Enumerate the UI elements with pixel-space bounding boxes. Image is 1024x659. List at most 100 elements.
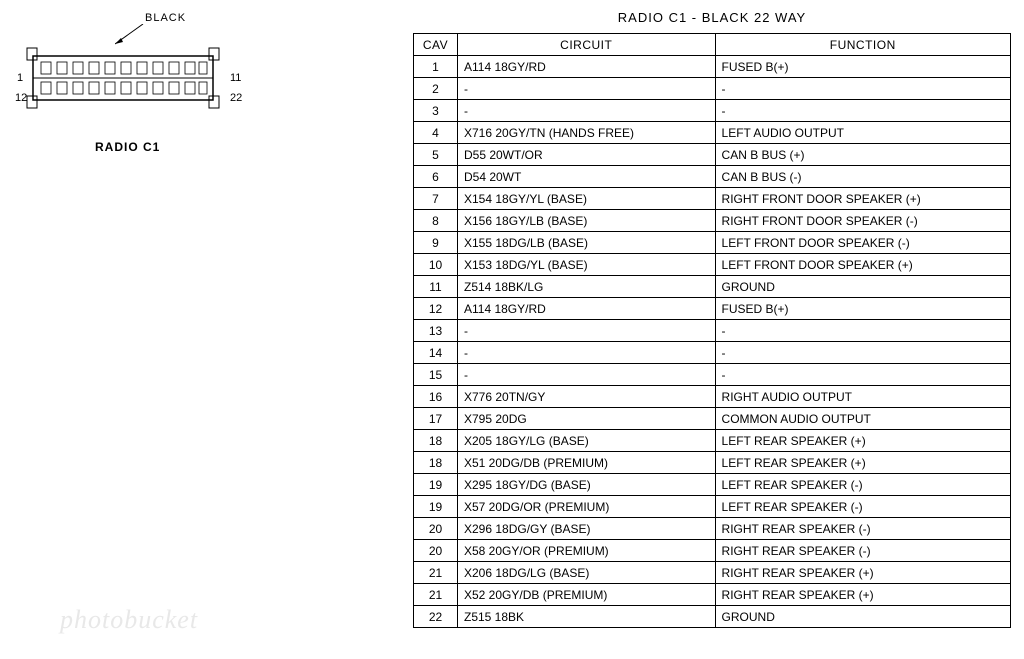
table-row: 8X156 18GY/LB (BASE)RIGHT FRONT DOOR SPE… bbox=[414, 210, 1011, 232]
cell-circuit: X296 18DG/GY (BASE) bbox=[457, 518, 715, 540]
connector-callout-label: BLACK bbox=[145, 12, 186, 24]
cell-function: RIGHT AUDIO OUTPUT bbox=[715, 386, 1010, 408]
pinout-table: CAV CIRCUIT FUNCTION 1A114 18GY/RDFUSED … bbox=[413, 33, 1011, 628]
cell-function: RIGHT FRONT DOOR SPEAKER (+) bbox=[715, 188, 1010, 210]
cell-cav: 10 bbox=[414, 254, 458, 276]
table-row: 16X776 20TN/GYRIGHT AUDIO OUTPUT bbox=[414, 386, 1011, 408]
table-row: 14-- bbox=[414, 342, 1011, 364]
cell-cav: 20 bbox=[414, 540, 458, 562]
cell-function: RIGHT REAR SPEAKER (-) bbox=[715, 518, 1010, 540]
cell-cav: 14 bbox=[414, 342, 458, 364]
table-row: 20X58 20GY/OR (PREMIUM)RIGHT REAR SPEAKE… bbox=[414, 540, 1011, 562]
cell-function: FUSED B(+) bbox=[715, 298, 1010, 320]
pinout-table-area: RADIO C1 - BLACK 22 WAY CAV CIRCUIT FUNC… bbox=[413, 10, 1011, 628]
table-row: 4X716 20GY/TN (HANDS FREE)LEFT AUDIO OUT… bbox=[414, 122, 1011, 144]
table-row: 20X296 18DG/GY (BASE)RIGHT REAR SPEAKER … bbox=[414, 518, 1011, 540]
pin-label-12: 12 bbox=[15, 92, 27, 104]
cell-cav: 18 bbox=[414, 430, 458, 452]
cell-function: LEFT FRONT DOOR SPEAKER (+) bbox=[715, 254, 1010, 276]
table-row: 1A114 18GY/RDFUSED B(+) bbox=[414, 56, 1011, 78]
table-row: 2-- bbox=[414, 78, 1011, 100]
table-header-row: CAV CIRCUIT FUNCTION bbox=[414, 34, 1011, 56]
col-header-circuit: CIRCUIT bbox=[457, 34, 715, 56]
table-row: 19X295 18GY/DG (BASE)LEFT REAR SPEAKER (… bbox=[414, 474, 1011, 496]
cell-cav: 19 bbox=[414, 496, 458, 518]
table-row: 12A114 18GY/RDFUSED B(+) bbox=[414, 298, 1011, 320]
cell-circuit: X716 20GY/TN (HANDS FREE) bbox=[457, 122, 715, 144]
pin-label-11: 11 bbox=[230, 72, 241, 84]
cell-function: - bbox=[715, 342, 1010, 364]
cell-cav: 3 bbox=[414, 100, 458, 122]
table-row: 10X153 18DG/YL (BASE)LEFT FRONT DOOR SPE… bbox=[414, 254, 1011, 276]
cell-function: RIGHT REAR SPEAKER (+) bbox=[715, 562, 1010, 584]
table-row: 21X52 20GY/DB (PREMIUM)RIGHT REAR SPEAKE… bbox=[414, 584, 1011, 606]
cell-function: LEFT AUDIO OUTPUT bbox=[715, 122, 1010, 144]
cell-function: CAN B BUS (+) bbox=[715, 144, 1010, 166]
table-row: 7X154 18GY/YL (BASE)RIGHT FRONT DOOR SPE… bbox=[414, 188, 1011, 210]
table-row: 15-- bbox=[414, 364, 1011, 386]
cell-circuit: Z515 18BK bbox=[457, 606, 715, 628]
table-row: 9X155 18DG/LB (BASE)LEFT FRONT DOOR SPEA… bbox=[414, 232, 1011, 254]
cell-cav: 6 bbox=[414, 166, 458, 188]
cell-circuit: D54 20WT bbox=[457, 166, 715, 188]
table-row: 21X206 18DG/LG (BASE)RIGHT REAR SPEAKER … bbox=[414, 562, 1011, 584]
table-row: 17X795 20DGCOMMON AUDIO OUTPUT bbox=[414, 408, 1011, 430]
cell-circuit: X51 20DG/DB (PREMIUM) bbox=[457, 452, 715, 474]
cell-circuit: X155 18DG/LB (BASE) bbox=[457, 232, 715, 254]
cell-circuit: X153 18DG/YL (BASE) bbox=[457, 254, 715, 276]
cell-cav: 19 bbox=[414, 474, 458, 496]
table-row: 11Z514 18BK/LGGROUND bbox=[414, 276, 1011, 298]
cell-function: GROUND bbox=[715, 606, 1010, 628]
cell-circuit: - bbox=[457, 78, 715, 100]
cell-circuit: X58 20GY/OR (PREMIUM) bbox=[457, 540, 715, 562]
cell-cav: 17 bbox=[414, 408, 458, 430]
cell-cav: 4 bbox=[414, 122, 458, 144]
cell-circuit: Z514 18BK/LG bbox=[457, 276, 715, 298]
cell-cav: 21 bbox=[414, 584, 458, 606]
cell-cav: 12 bbox=[414, 298, 458, 320]
cell-function: FUSED B(+) bbox=[715, 56, 1010, 78]
cell-function: LEFT REAR SPEAKER (+) bbox=[715, 430, 1010, 452]
table-row: 5D55 20WT/ORCAN B BUS (+) bbox=[414, 144, 1011, 166]
cell-circuit: - bbox=[457, 342, 715, 364]
cell-circuit: X57 20DG/OR (PREMIUM) bbox=[457, 496, 715, 518]
pin-label-1: 1 bbox=[17, 72, 23, 84]
cell-function: LEFT REAR SPEAKER (-) bbox=[715, 474, 1010, 496]
cell-cav: 20 bbox=[414, 518, 458, 540]
cell-circuit: X154 18GY/YL (BASE) bbox=[457, 188, 715, 210]
connector-svg bbox=[15, 40, 230, 110]
cell-circuit: A114 18GY/RD bbox=[457, 56, 715, 78]
cell-function: LEFT REAR SPEAKER (+) bbox=[715, 452, 1010, 474]
cell-circuit: X795 20DG bbox=[457, 408, 715, 430]
cell-circuit: - bbox=[457, 100, 715, 122]
cell-function: RIGHT FRONT DOOR SPEAKER (-) bbox=[715, 210, 1010, 232]
cell-circuit: X776 20TN/GY bbox=[457, 386, 715, 408]
cell-function: - bbox=[715, 78, 1010, 100]
col-header-function: FUNCTION bbox=[715, 34, 1010, 56]
table-row: 18X51 20DG/DB (PREMIUM)LEFT REAR SPEAKER… bbox=[414, 452, 1011, 474]
cell-cav: 8 bbox=[414, 210, 458, 232]
cell-cav: 9 bbox=[414, 232, 458, 254]
cell-circuit: X205 18GY/LG (BASE) bbox=[457, 430, 715, 452]
cell-circuit: X156 18GY/LB (BASE) bbox=[457, 210, 715, 232]
cell-cav: 11 bbox=[414, 276, 458, 298]
pin-label-22: 22 bbox=[230, 92, 242, 104]
connector-name: RADIO C1 bbox=[95, 140, 160, 154]
cell-function: - bbox=[715, 320, 1010, 342]
cell-function: COMMON AUDIO OUTPUT bbox=[715, 408, 1010, 430]
cell-function: RIGHT REAR SPEAKER (+) bbox=[715, 584, 1010, 606]
cell-cav: 15 bbox=[414, 364, 458, 386]
cell-cav: 2 bbox=[414, 78, 458, 100]
cell-cav: 7 bbox=[414, 188, 458, 210]
cell-function: - bbox=[715, 364, 1010, 386]
table-row: 3-- bbox=[414, 100, 1011, 122]
watermark: photobucket bbox=[60, 605, 198, 635]
cell-function: GROUND bbox=[715, 276, 1010, 298]
cell-cav: 13 bbox=[414, 320, 458, 342]
cell-circuit: - bbox=[457, 364, 715, 386]
table-row: 18X205 18GY/LG (BASE)LEFT REAR SPEAKER (… bbox=[414, 430, 1011, 452]
cell-cav: 16 bbox=[414, 386, 458, 408]
table-row: 6D54 20WTCAN B BUS (-) bbox=[414, 166, 1011, 188]
table-row: 13-- bbox=[414, 320, 1011, 342]
cell-cav: 18 bbox=[414, 452, 458, 474]
